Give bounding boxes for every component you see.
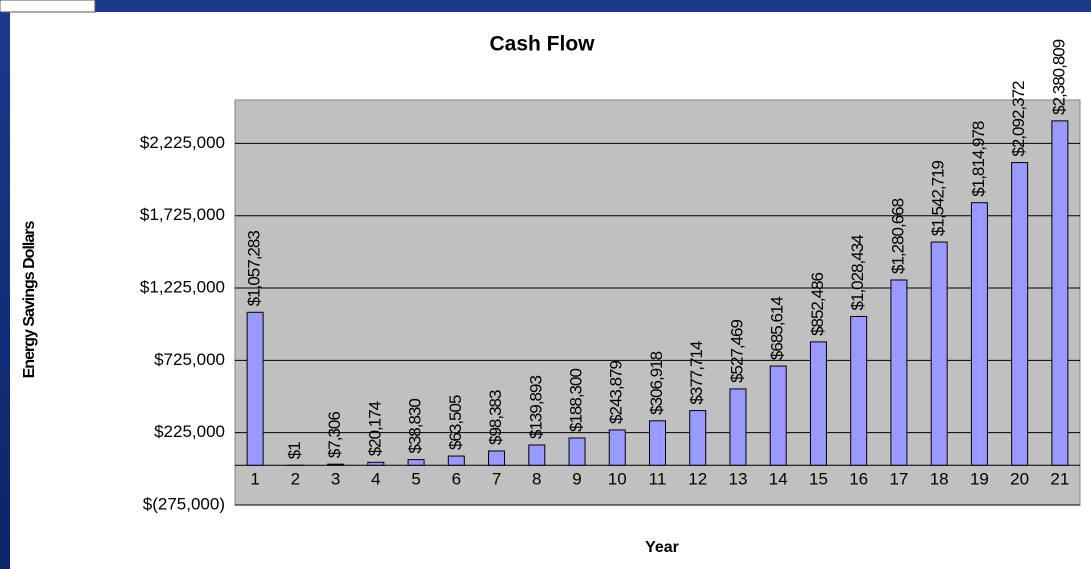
bar	[930, 241, 948, 466]
x-tick-label: 16	[849, 470, 868, 489]
value-label: $685,614	[768, 297, 787, 360]
bar	[327, 463, 345, 466]
value-label: $527,469	[727, 319, 746, 382]
value-label: $2,092,372	[1009, 81, 1028, 157]
value-label: $139,893	[526, 376, 545, 439]
bar	[447, 455, 465, 466]
value-label: $1	[285, 442, 304, 459]
bar	[689, 410, 707, 466]
y-tick-label: $225,000	[154, 422, 225, 441]
x-tick-label: 18	[930, 470, 949, 489]
bar	[528, 444, 546, 466]
corner-box	[0, 0, 96, 13]
bar	[1011, 162, 1029, 466]
bar	[407, 459, 425, 466]
value-label: $306,918	[647, 351, 666, 414]
x-tick-label: 6	[452, 470, 461, 489]
x-tick-label: 3	[331, 470, 340, 489]
x-tick-label: 2	[291, 470, 300, 489]
bar	[809, 341, 827, 466]
value-label: $1,542,719	[929, 160, 948, 236]
value-label: $243,879	[607, 360, 626, 423]
value-label: $2,380,809	[1049, 39, 1068, 115]
x-tick-label: 12	[688, 470, 707, 489]
y-tick-label: $2,225,000	[140, 133, 225, 152]
value-label: $1,280,668	[888, 198, 907, 274]
bar	[568, 437, 586, 466]
chart-title: Cash Flow	[489, 33, 595, 56]
y-tick-label: $1,225,000	[140, 278, 225, 297]
x-tick-label: 10	[608, 470, 627, 489]
value-label: $188,300	[567, 369, 586, 432]
value-label: $1,028,434	[848, 235, 867, 311]
bar	[890, 279, 908, 466]
y-tick-label: $(275,000)	[143, 494, 225, 513]
bar	[246, 311, 264, 466]
y-tick-label: $1,725,000	[140, 205, 225, 224]
value-label: $852,486	[808, 272, 827, 335]
bar	[649, 420, 666, 466]
y-tick-label: $725,000	[154, 350, 225, 369]
value-label: $38,830	[406, 399, 425, 454]
bar	[850, 315, 868, 466]
x-tick-label: 4	[371, 470, 380, 489]
bar	[769, 365, 787, 466]
x-tick-label: 19	[970, 470, 989, 489]
x-axis-label: Year	[645, 539, 679, 556]
x-tick-label: 5	[411, 470, 420, 489]
bar	[367, 461, 385, 466]
x-tick-label: 9	[572, 470, 581, 489]
x-tick-label: 17	[889, 470, 908, 489]
x-tick-label: 1	[250, 470, 259, 489]
x-tick-label: 13	[729, 470, 748, 489]
value-label: $7,306	[325, 412, 344, 459]
bar	[1051, 120, 1069, 466]
x-tick-label: 11	[649, 470, 667, 489]
value-label: $1,057,283	[245, 231, 264, 307]
value-label: $20,174	[365, 401, 384, 456]
bar	[729, 388, 747, 466]
x-tick-label: 7	[492, 470, 501, 489]
bar	[970, 202, 988, 466]
x-tick-label: 15	[809, 470, 828, 489]
value-label: $1,814,978	[969, 121, 988, 197]
value-label: $377,714	[687, 341, 706, 404]
x-tick-label: 20	[1010, 470, 1029, 489]
value-label: $98,383	[486, 390, 505, 445]
bar	[488, 450, 506, 466]
x-tick-label: 8	[532, 470, 541, 489]
value-label: $63,505	[446, 395, 465, 450]
y-axis-label: Energy Savings Dollars	[21, 221, 38, 379]
x-tick-label: 21	[1050, 470, 1069, 489]
bar	[608, 429, 626, 466]
x-tick-label: 14	[769, 470, 788, 489]
